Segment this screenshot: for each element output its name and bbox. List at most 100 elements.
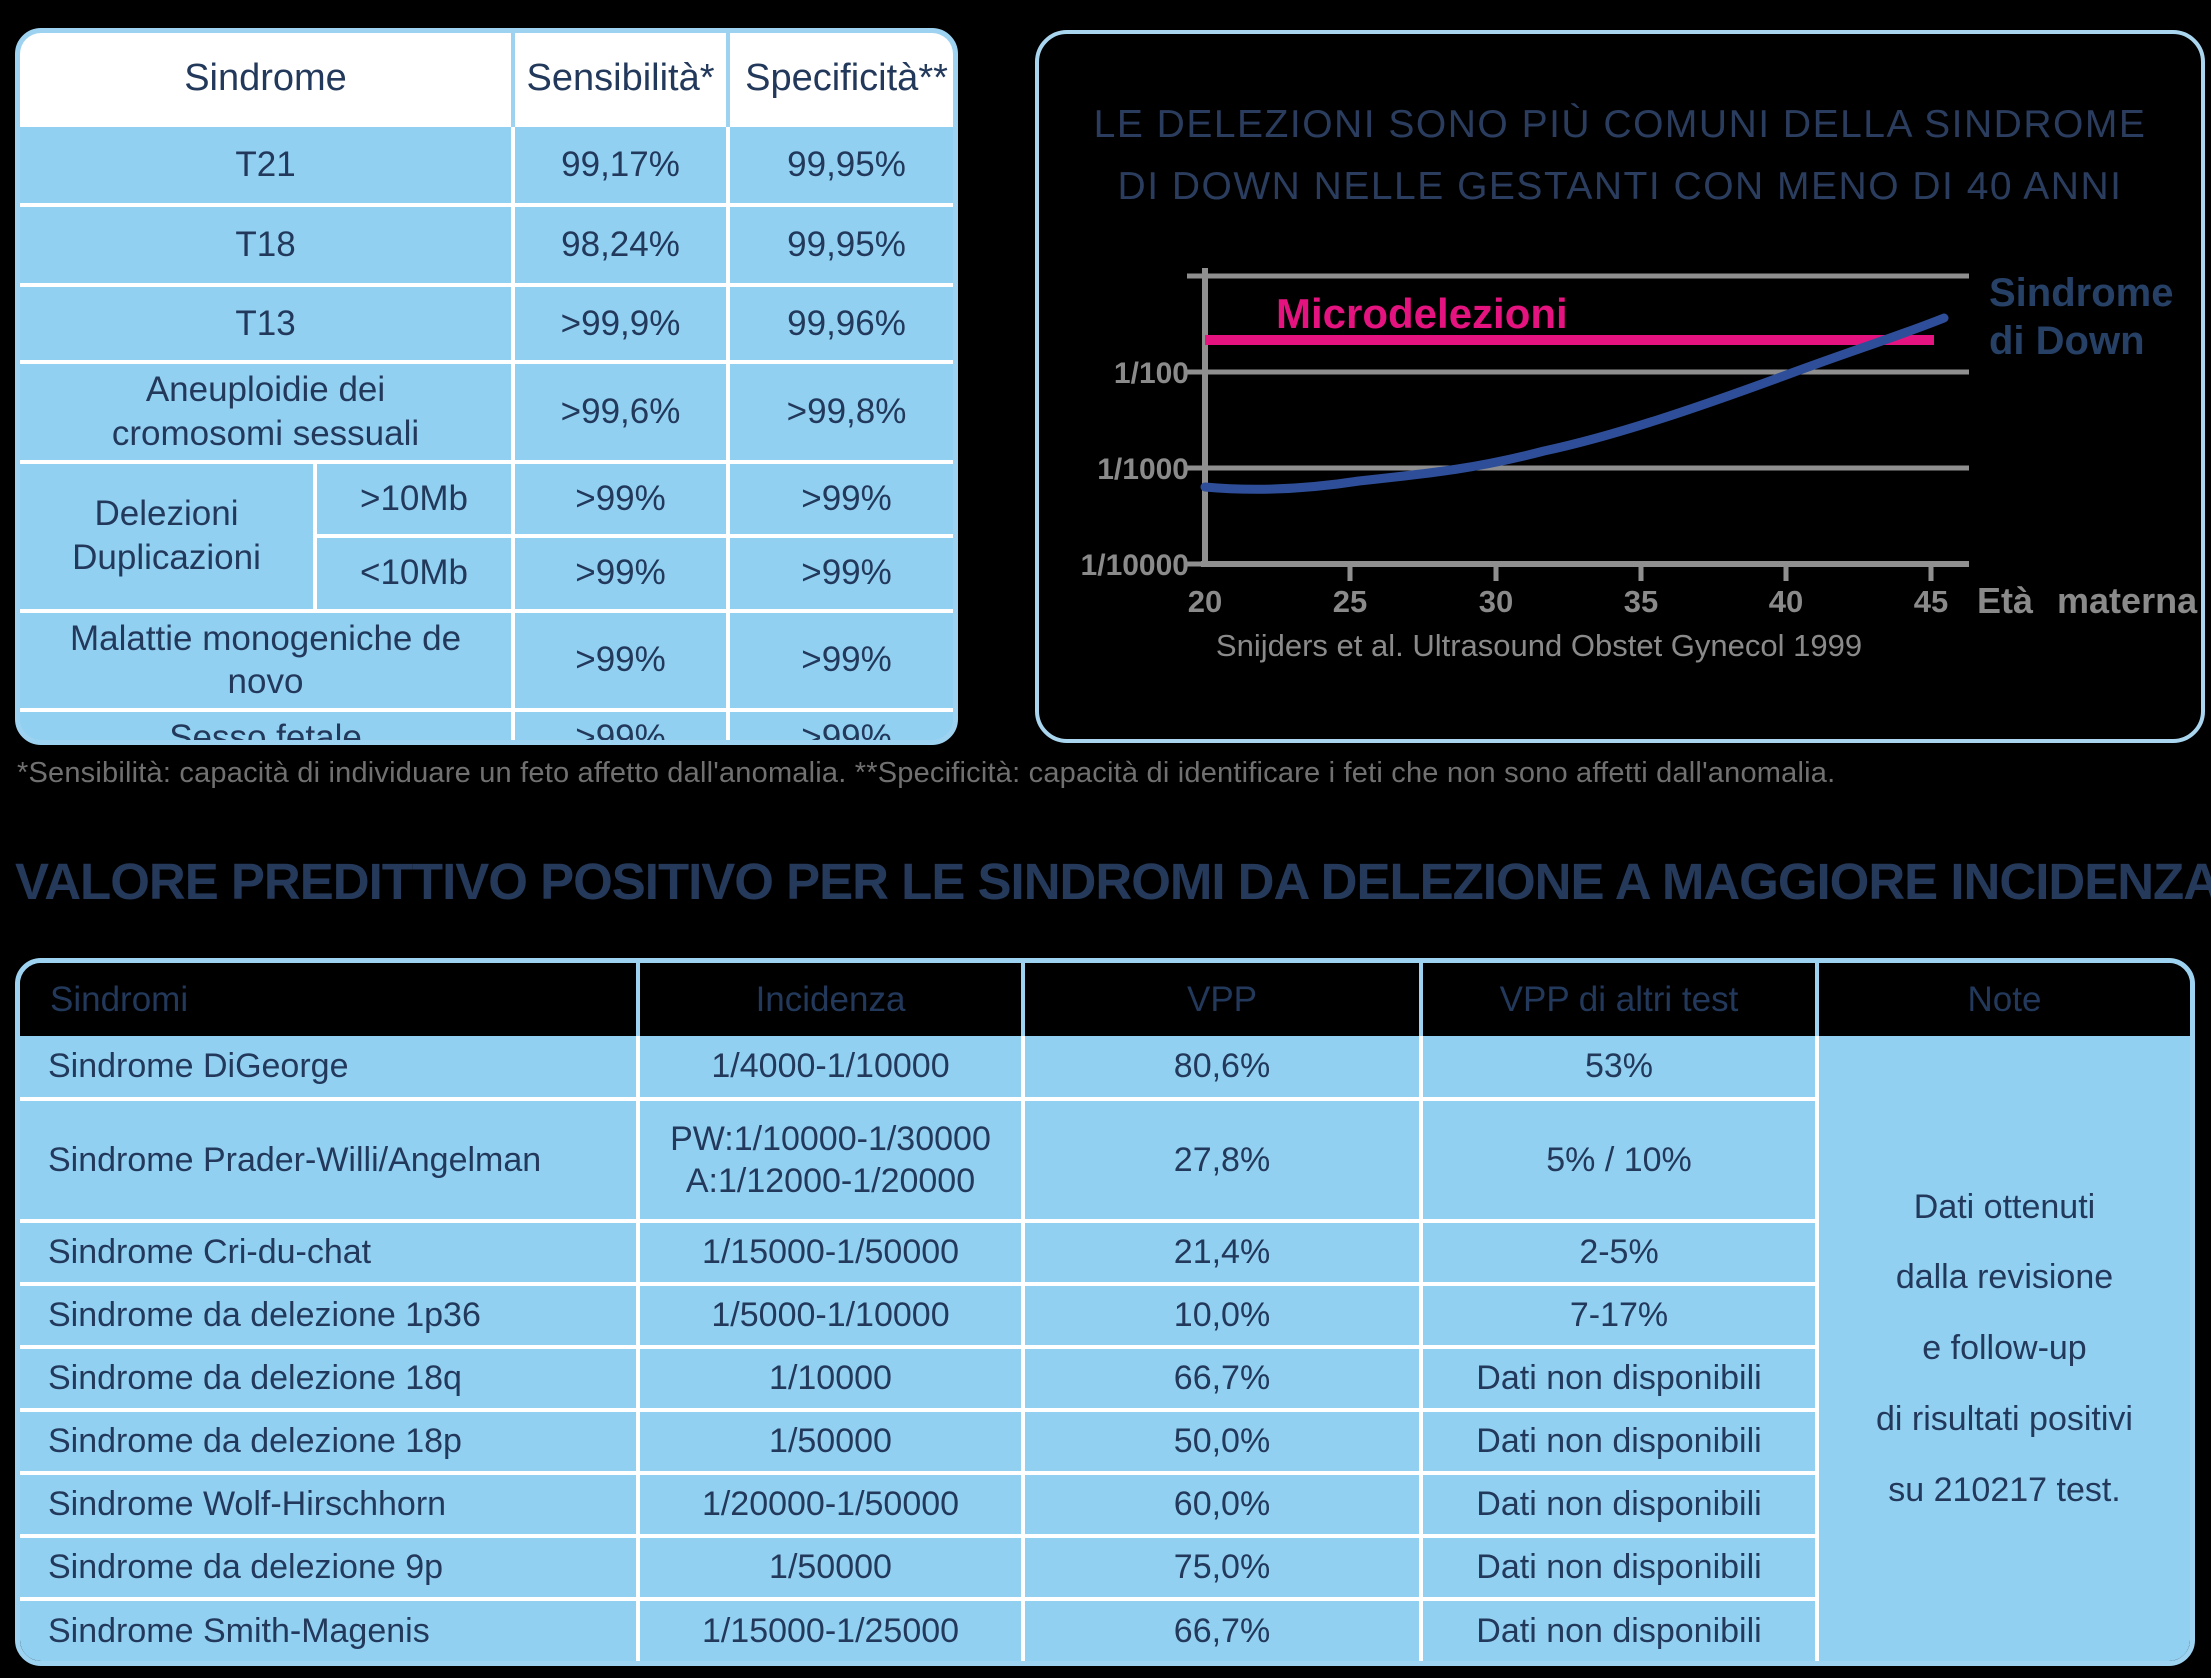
table1-t21-sens: 99,17% xyxy=(511,123,729,205)
table-row: Sindrome da delezione 18q 1/10000 66,7% … xyxy=(20,1345,2190,1410)
table2-vpp-digeorge: 80,6% xyxy=(1021,1036,1421,1099)
table1-sesso-sens: >99% xyxy=(511,708,729,740)
table2-vpp-1p36: 10,0% xyxy=(1021,1282,1421,1347)
table2-incidence-18p: 1/50000 xyxy=(636,1408,1023,1473)
table2-incidence-smith-magenis: 1/15000-1/25000 xyxy=(636,1597,1023,1661)
table-row: Delezioni Duplicazioni >10Mb >99% >99% xyxy=(20,459,953,611)
y-tick-label-1-1000: 1/1000 xyxy=(1097,453,1189,486)
table-row: Sindrome da delezione 18p 1/50000 50,0% … xyxy=(20,1408,2190,1473)
note-line: su 210217 test. xyxy=(1888,1470,2121,1509)
x-tick-label-35: 35 xyxy=(1624,584,1658,619)
table2-syndrome-1p36: Sindrome da delezione 1p36 xyxy=(20,1282,638,1347)
table1-header-sindrome: Sindrome xyxy=(20,33,514,125)
table1-label-sesso-fetale: Sesso fetale xyxy=(20,708,514,740)
x-tick-label-30: 30 xyxy=(1479,584,1513,619)
down-syndrome-label-line1: Sindrome xyxy=(1989,271,2173,315)
table1-t21-spec: 99,95% xyxy=(726,123,953,205)
table2-header-vpp-altri: VPP di altri test xyxy=(1419,963,1817,1036)
note-line: di risultati positivi xyxy=(1876,1399,2133,1438)
note-line: e follow-up xyxy=(1922,1329,2087,1368)
table2-header-note: Note xyxy=(1815,963,2190,1036)
table2-note-cell: Dati ottenuti dalla revisione e follow-u… xyxy=(1815,1036,2190,1661)
table1-header-specificita: Specificità** xyxy=(726,33,953,125)
table1-sub-gt10mb: >10Mb xyxy=(312,459,514,536)
table-row: <10Mb >99% >99% xyxy=(20,533,953,611)
sensitivity-specificity-table: Sindrome Sensibilità* Specificità** T21 … xyxy=(15,28,958,745)
note-line: Dati ottenuti xyxy=(1913,1187,2096,1226)
chart-citation: Snijders et al. Ultrasound Obstet Gyneco… xyxy=(1216,628,1862,663)
table-row: Sindrome Smith-Magenis 1/15000-1/25000 6… xyxy=(20,1597,2190,1661)
deletions-vs-down-chart-panel: LE DELEZIONI SONO PIÙ COMUNI DELLA SINDR… xyxy=(1035,30,2205,743)
table2-syndrome-prader-willi: Sindrome Prader-Willi/Angelman xyxy=(20,1097,638,1221)
chart-title-line2: DI DOWN NELLE GESTANTI CON MENO DI 40 AN… xyxy=(1117,165,2123,209)
table2-incidence-cri-du-chat: 1/15000-1/50000 xyxy=(636,1219,1023,1284)
table2-other-digeorge: 53% xyxy=(1419,1036,1817,1099)
table2-syndrome-digeorge: Sindrome DiGeorge xyxy=(20,1036,638,1099)
table1-gt10mb-spec: >99% xyxy=(726,459,953,536)
x-tick-label-25: 25 xyxy=(1333,584,1367,619)
table2-other-1p36: 7-17% xyxy=(1419,1282,1817,1347)
y-tick-label-1-100: 1/100 xyxy=(1114,357,1189,390)
table1-header-row: Sindrome Sensibilità* Specificità** xyxy=(20,33,953,125)
table1-header-sensibilita: Sensibilità* xyxy=(511,33,729,125)
table1-sub-lt10mb: <10Mb xyxy=(312,533,514,611)
incidence-line1: PW:1/10000-1/30000 xyxy=(670,1119,991,1158)
table2-syndrome-wolf-hirschhorn: Sindrome Wolf-Hirschhorn xyxy=(20,1471,638,1536)
x-axis-label: Età materna xyxy=(1977,580,2198,621)
chart-title-line1: LE DELEZIONI SONO PIÙ COMUNI DELLA SINDR… xyxy=(1093,103,2147,146)
table2-syndrome-9p: Sindrome da delezione 9p xyxy=(20,1534,638,1599)
table1-label-malattie-monogeniche: Malattie monogeniche de novo xyxy=(20,608,514,710)
table1-sesso-spec: >99% xyxy=(726,708,953,740)
table2-syndrome-18p: Sindrome da delezione 18p xyxy=(20,1408,638,1473)
table-row: Sindrome Cri-du-chat 1/15000-1/50000 21,… xyxy=(20,1219,2190,1284)
vpp-table: Sindromi Incidenza VPP VPP di altri test… xyxy=(15,958,2195,1666)
table2-incidence-9p: 1/50000 xyxy=(636,1534,1023,1599)
table2-incidence-18q: 1/10000 xyxy=(636,1345,1023,1410)
x-tick-label-20: 20 xyxy=(1188,584,1222,619)
table1-label-aneuploidie: Aneuploidie dei cromosomi sessuali xyxy=(20,360,514,462)
table1-label-t21: T21 xyxy=(20,123,514,205)
table2-vpp-smith-magenis: 66,7% xyxy=(1021,1597,1421,1661)
table2-header-incidenza: Incidenza xyxy=(636,963,1023,1036)
section-heading: VALORE PREDITTIVO POSITIVO PER LE SINDRO… xyxy=(15,853,2211,910)
sensitivity-specificity-footnote: *Sensibilità: capacità di individuare un… xyxy=(17,757,1836,789)
table2-header-sindromi: Sindromi xyxy=(20,963,638,1036)
table2-other-smith-magenis: Dati non disponibili xyxy=(1419,1597,1817,1661)
table-row: Aneuploidie dei cromosomi sessuali >99,6… xyxy=(20,360,953,462)
table2-incidence-wolf-hirschhorn: 1/20000-1/50000 xyxy=(636,1471,1023,1536)
microdeletions-label: Microdelezioni xyxy=(1276,290,1568,337)
table-row: Sindrome Prader-Willi/Angelman PW:1/1000… xyxy=(20,1097,2190,1221)
down-syndrome-curve xyxy=(1200,313,1949,494)
chart-title: LE DELEZIONI SONO PIÙ COMUNI DELLA SINDR… xyxy=(1039,94,2201,219)
down-syndrome-label-line2: di Down xyxy=(1989,319,2145,363)
table2-incidence-digeorge: 1/4000-1/10000 xyxy=(636,1036,1023,1099)
table2-syndrome-cri-du-chat: Sindrome Cri-du-chat xyxy=(20,1219,638,1284)
table2-syndrome-smith-magenis: Sindrome Smith-Magenis xyxy=(20,1597,638,1661)
table2-vpp-18q: 66,7% xyxy=(1021,1345,1421,1410)
risk-line-chart: Microdelezioni Sindrome di Down 1/100 1/… xyxy=(1081,268,2198,663)
table-row: Sindrome da delezione 9p 1/50000 75,0% D… xyxy=(20,1534,2190,1599)
table2-vpp-18p: 50,0% xyxy=(1021,1408,1421,1473)
table-row: Malattie monogeniche de novo >99% >99% xyxy=(20,608,953,710)
table1-malattie-spec: >99% xyxy=(726,608,953,710)
table2-vpp-9p: 75,0% xyxy=(1021,1534,1421,1599)
note-line: dalla revisione xyxy=(1895,1258,2114,1297)
table-row: T18 98,24% 99,95% xyxy=(20,203,953,285)
table2-other-prader-willi: 5% / 10% xyxy=(1419,1097,1817,1221)
table2-other-cri-du-chat: 2-5% xyxy=(1419,1219,1817,1284)
table2-other-18q: Dati non disponibili xyxy=(1419,1345,1817,1410)
incidence-line2: A:1/12000-1/20000 xyxy=(685,1162,976,1200)
table2-other-9p: Dati non disponibili xyxy=(1419,1534,1817,1599)
table1-aneuploidie-spec: >99,8% xyxy=(726,360,953,462)
table1-label-t13: T13 xyxy=(20,283,514,362)
table-row: T21 99,17% 99,95% xyxy=(20,123,953,205)
table1-label-delezioni-duplicazioni: Delezioni Duplicazioni xyxy=(20,459,315,611)
table1-aneuploidie-sens: >99,6% xyxy=(511,360,729,462)
table-row: Sindrome DiGeorge 1/4000-1/10000 80,6% 5… xyxy=(20,1036,2190,1661)
table1-t18-sens: 98,24% xyxy=(511,203,729,285)
table1-t18-spec: 99,95% xyxy=(726,203,953,285)
table2-incidence-prader-willi: PW:1/10000-1/30000 A:1/12000-1/20000 xyxy=(636,1097,1023,1221)
table2-vpp-prader-willi: 27,8% xyxy=(1021,1097,1421,1221)
table-row: T13 >99,9% 99,96% xyxy=(20,283,953,362)
table1-label-t18: T18 xyxy=(20,203,514,285)
